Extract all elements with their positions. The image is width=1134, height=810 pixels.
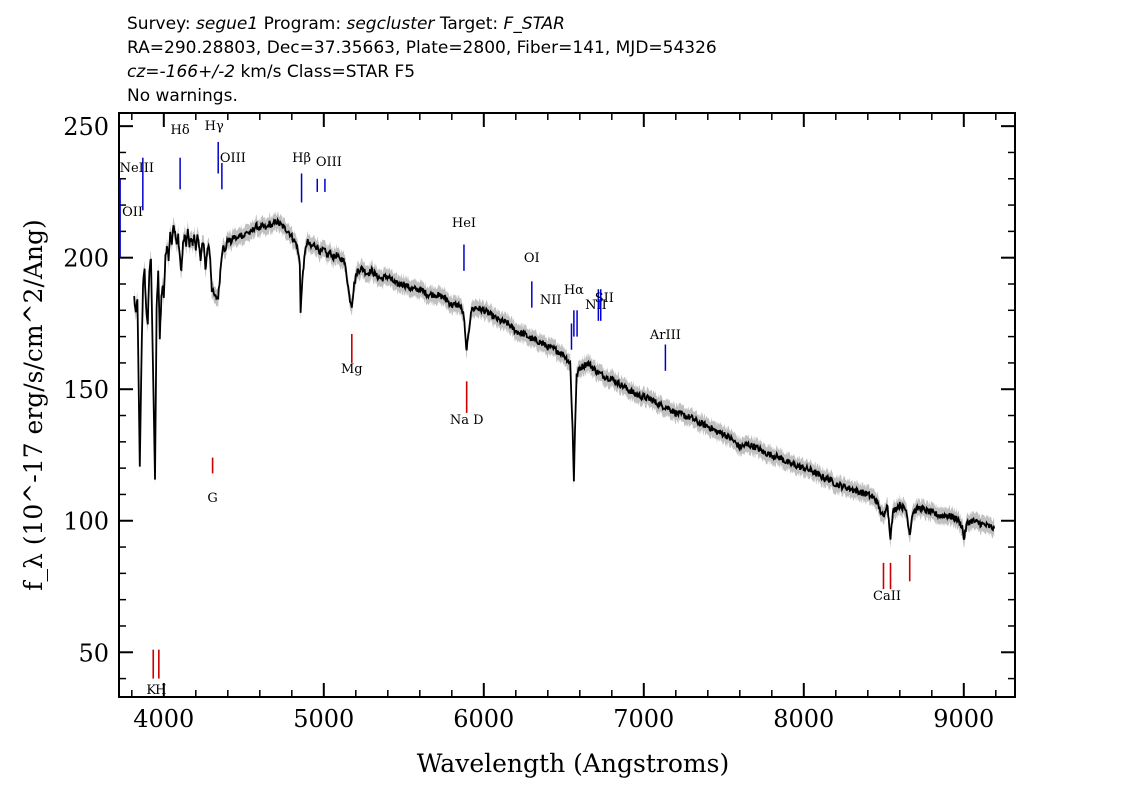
emission-line-label: SII (595, 291, 614, 306)
y-tick-label: 250 (63, 113, 109, 141)
program-label: Program: (263, 14, 342, 34)
target-value: F_STAR (503, 14, 565, 34)
target-label: Target: (439, 14, 499, 34)
x-tick-label: 6000 (453, 705, 514, 733)
emission-line-label: OI (524, 251, 540, 266)
y-axis-title: f_λ (10^-17 erg/s/cm^2/Ang) (19, 219, 48, 591)
x-tick-label: 5000 (293, 705, 354, 733)
header-line-2: RA=290.28803, Dec=37.35663, Plate=2800, … (127, 38, 717, 58)
emission-line-label: HeI (452, 216, 476, 231)
x-tick-label: 9000 (933, 705, 994, 733)
unit-class: km/s Class=STAR F5 (240, 62, 416, 82)
emission-line-label: Hδ (171, 123, 190, 138)
header-line-1: Survey: segue1 Program: segcluster Targe… (127, 12, 717, 36)
x-tick-label: 8000 (773, 705, 834, 733)
emission-line-label: NeIII (120, 161, 154, 176)
emission-line-label: ArIII (649, 328, 681, 343)
absorption-line-label: G (207, 491, 217, 506)
cz-value: -166+/-2 (159, 62, 236, 82)
absorption-line-label: CaII (873, 589, 901, 604)
header-line-3: cz=-166+/-2 km/s Class=STAR F5 (127, 60, 717, 84)
header-line-4: No warnings. (127, 86, 238, 106)
cz-label: cz= (127, 62, 160, 82)
absorption-line-label: Na D (450, 413, 484, 428)
x-axis-title: Wavelength (Angstroms) (417, 749, 729, 778)
absorption-line-label: Mg (341, 362, 363, 377)
x-tick-label: 4000 (133, 705, 194, 733)
program-value: segcluster (346, 14, 435, 34)
emission-line-label: OIII (316, 155, 342, 170)
emission-line-label: Hγ (205, 119, 224, 134)
emission-line-label: OII (122, 205, 143, 220)
emission-line-label: Hβ (292, 151, 311, 166)
survey-label: Survey: (127, 14, 191, 34)
spectrum-header: Survey: segue1 Program: segcluster Targe… (127, 12, 717, 108)
spectrum-line (133, 216, 996, 540)
absorption-line-label: H (155, 683, 166, 698)
error-band (134, 210, 995, 548)
absorption-line-label: K (146, 683, 156, 698)
emission-line-label: NII (540, 293, 562, 308)
plot-frame (118, 112, 1016, 698)
y-tick-label: 100 (63, 508, 109, 536)
x-tick-label: 7000 (613, 705, 674, 733)
y-tick-label: 50 (78, 639, 109, 667)
survey-value: segue1 (196, 14, 259, 34)
y-tick-label: 150 (63, 376, 109, 404)
emission-line-label: OIII (220, 151, 246, 166)
y-tick-label: 200 (63, 245, 109, 273)
emission-line-label: Hα (564, 283, 584, 298)
